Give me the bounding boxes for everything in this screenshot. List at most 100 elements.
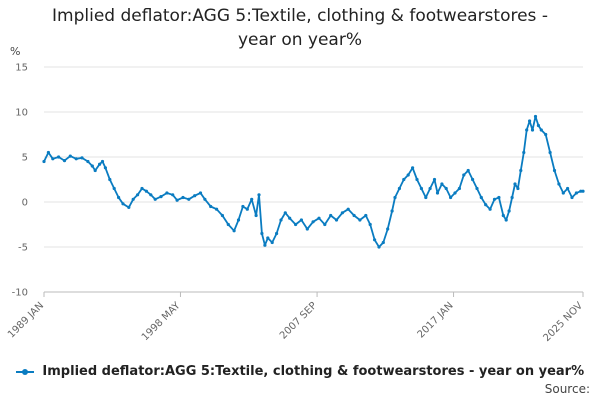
data-point — [406, 173, 410, 177]
data-point — [121, 202, 125, 206]
data-point — [358, 218, 362, 222]
data-point — [419, 186, 423, 191]
data-point — [108, 177, 112, 182]
data-point — [263, 243, 267, 247]
data-point — [117, 195, 121, 200]
data-point — [488, 207, 492, 211]
data-point — [501, 213, 505, 218]
data-point — [323, 222, 327, 227]
data-point — [215, 207, 219, 211]
data-point — [232, 229, 236, 233]
gridlines — [44, 66, 583, 293]
data-point — [377, 245, 381, 249]
data-point — [504, 218, 508, 222]
data-point — [100, 159, 105, 164]
data-point — [368, 222, 372, 227]
data-point — [250, 197, 254, 201]
data-point — [444, 186, 448, 191]
data-point — [46, 150, 51, 155]
data-point — [440, 182, 444, 186]
data-point — [245, 207, 249, 211]
x-tick-label: 1989 JAN — [6, 300, 46, 340]
data-point — [334, 218, 339, 222]
data-point — [579, 189, 583, 193]
data-point — [390, 209, 394, 213]
data-point — [270, 240, 274, 245]
data-point — [522, 150, 526, 155]
y-axis-unit-label: % — [10, 45, 20, 58]
data-point — [236, 218, 241, 222]
x-tick-label: 2007 SEP — [278, 300, 319, 341]
axes: -10 -5 0 5 10 15% 1989 JAN 1998 MAY 2007 SEP 2017… — [6, 45, 585, 344]
data-point — [552, 168, 557, 173]
data-point — [484, 203, 488, 207]
data-point — [266, 236, 270, 240]
series-line — [43, 115, 583, 248]
data-point — [581, 189, 585, 193]
data-point — [254, 213, 258, 218]
data-point — [171, 193, 175, 197]
data-point — [62, 159, 67, 163]
data-point — [299, 218, 303, 222]
data-point — [187, 197, 191, 201]
data-point — [424, 195, 428, 200]
data-point — [127, 205, 131, 209]
data-point — [475, 186, 479, 191]
data-point — [397, 186, 401, 191]
data-point — [364, 213, 368, 218]
legend[interactable]: Implied deflator:AGG 5:Textile, clothing… — [0, 364, 600, 379]
x-tick-label: 1998 MAY — [140, 300, 183, 343]
data-point — [528, 119, 532, 123]
x-tick-label: 2025 NOV — [542, 300, 586, 344]
data-point — [507, 209, 511, 213]
data-point — [93, 168, 97, 173]
data-point — [165, 191, 169, 195]
data-point — [462, 173, 466, 177]
data-point — [346, 207, 350, 211]
data-point — [90, 164, 94, 168]
data-point — [153, 197, 157, 201]
data-point — [209, 204, 213, 209]
y-tick-label: 15 — [15, 63, 28, 74]
data-point — [181, 195, 185, 200]
source-label: Source: — [544, 382, 590, 396]
data-point — [159, 195, 163, 199]
data-point — [497, 195, 501, 200]
data-point — [411, 166, 415, 170]
data-point — [453, 191, 457, 195]
data-point — [144, 189, 148, 193]
data-point — [294, 222, 298, 227]
data-point — [257, 193, 261, 197]
data-point — [352, 213, 356, 218]
data-point — [449, 195, 453, 200]
data-point — [226, 222, 230, 227]
y-tick-label: -10 — [12, 288, 28, 299]
data-point — [386, 227, 390, 231]
data-point — [51, 157, 55, 161]
y-tick-label: 10 — [15, 108, 28, 119]
data-point — [80, 156, 84, 160]
data-point — [525, 128, 529, 132]
data-point — [471, 177, 475, 182]
data-point — [112, 186, 116, 191]
data-point — [103, 166, 107, 170]
data-point — [329, 213, 333, 218]
data-point — [533, 114, 538, 119]
data-point — [305, 227, 309, 231]
data-point — [220, 213, 224, 218]
data-point — [530, 128, 535, 132]
data-point — [466, 168, 470, 173]
data-point — [279, 218, 283, 222]
x-tick-label: 2017 JAN — [416, 300, 456, 340]
data-point — [432, 177, 437, 182]
data-point — [536, 123, 541, 128]
data-point — [519, 168, 523, 173]
data-point — [283, 211, 287, 215]
y-tick-label: 0 — [22, 198, 28, 209]
series-layer — [42, 114, 585, 249]
data-point — [57, 155, 61, 159]
data-point — [260, 231, 264, 236]
data-point — [402, 177, 406, 182]
data-point — [566, 186, 570, 191]
